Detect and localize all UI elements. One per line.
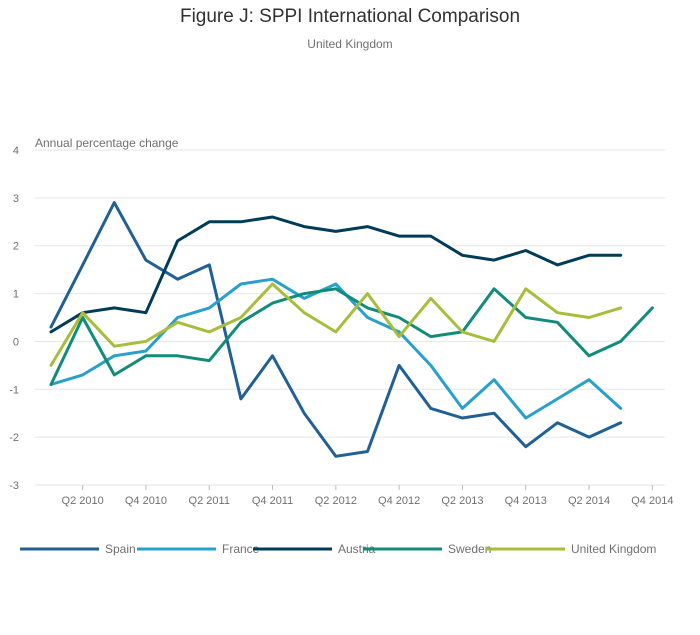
- legend-item-spain[interactable]: Spain: [20, 542, 136, 556]
- legend-item-sweden[interactable]: Sweden: [363, 542, 491, 556]
- gridlines: [35, 149, 665, 486]
- x-tick-label: Q4 2010: [125, 495, 167, 507]
- legend-label: Austria: [338, 542, 376, 556]
- series-line-france[interactable]: [49, 277, 623, 420]
- chart-title: Figure J: SPPI International Comparison: [179, 6, 521, 27]
- legend-label: France: [222, 542, 260, 556]
- legend-label: Spain: [105, 542, 136, 556]
- x-tick-label: Q4 2011: [252, 495, 293, 507]
- series-line-spain[interactable]: [49, 201, 623, 458]
- x-tick-label: Q4 2013: [505, 495, 547, 507]
- y-axis-ticks: 4 3 2 1 0 -1 -2 -3: [9, 145, 19, 492]
- y-tick-label: -3: [9, 480, 19, 492]
- legend[interactable]: Spain France Austria Sweden United Kingdom: [20, 542, 656, 556]
- y-tick-label: 0: [13, 336, 19, 348]
- x-tick-label: Q2 2012: [315, 495, 357, 507]
- x-tick-label: Q2 2013: [441, 495, 483, 507]
- series-lines: [49, 201, 654, 458]
- x-tick-label: Q2 2014: [568, 495, 610, 507]
- chart-subtitle: United Kingdom: [307, 37, 393, 51]
- series-line-sweden[interactable]: [49, 287, 654, 386]
- y-tick-label: 4: [13, 145, 19, 157]
- x-tick-label: Q2 2010: [62, 495, 104, 507]
- legend-item-united-kingdom[interactable]: United Kingdom: [486, 542, 656, 556]
- legend-label: Sweden: [448, 542, 491, 556]
- series-line-austria[interactable]: [49, 215, 623, 334]
- x-axis-ticks: Q2 2010 Q4 2010 Q2 2011 Q4 2011 Q2 2012 Q4 20…: [62, 485, 673, 507]
- legend-item-austria[interactable]: Austria: [253, 542, 376, 556]
- y-axis-label: Annual percentage change: [35, 136, 179, 150]
- y-tick-label: -1: [9, 384, 19, 396]
- x-tick-label: Q2 2011: [189, 495, 230, 507]
- y-tick-label: -2: [9, 432, 19, 444]
- y-tick-label: 1: [13, 289, 19, 301]
- y-tick-label: 3: [13, 193, 19, 205]
- x-tick-label: Q4 2014: [631, 495, 673, 507]
- y-tick-label: 2: [13, 241, 19, 253]
- legend-item-france[interactable]: France: [137, 542, 260, 556]
- series-line-united-kingdom[interactable]: [49, 282, 623, 367]
- x-tick-label: Q4 2012: [378, 495, 420, 507]
- legend-label: United Kingdom: [571, 542, 656, 556]
